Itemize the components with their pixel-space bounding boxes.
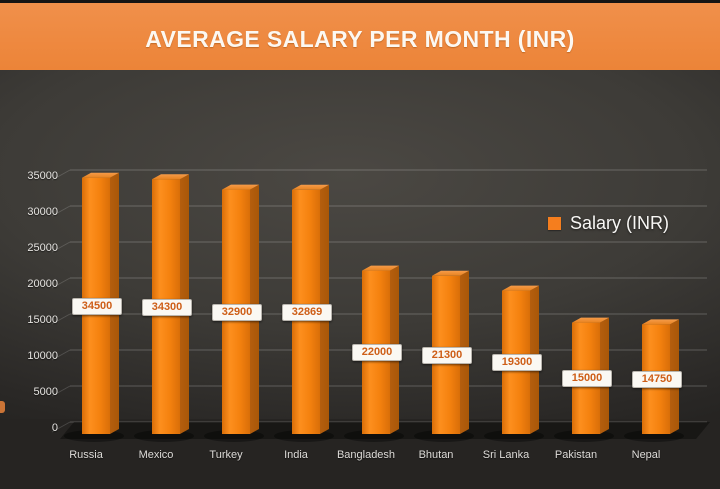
- bar-top-face: [642, 319, 679, 325]
- gridline-depth-tick: [51, 313, 71, 325]
- y-axis-tick-label: 25000: [27, 242, 58, 254]
- x-axis-category-label: Pakistan: [554, 449, 598, 461]
- bar-top-face: [222, 184, 259, 190]
- x-axis-category-label: India: [284, 449, 308, 461]
- gridline-depth-tick: [51, 205, 71, 217]
- gridline-depth-tick: [51, 241, 71, 253]
- bar-value-label: 22000: [352, 344, 402, 361]
- bar-top-face: [502, 285, 539, 291]
- y-axis-tick-label: 20000: [27, 278, 58, 290]
- y-axis-tick-label: 10000: [27, 350, 58, 362]
- x-axis-category-label: Bhutan: [418, 449, 454, 461]
- legend: Salary (INR): [548, 213, 669, 234]
- bar-top-face: [572, 317, 609, 323]
- bar-value-label: 32900: [212, 304, 262, 321]
- corner-accent: [0, 401, 5, 413]
- x-axis-category-label: Bangladesh: [336, 449, 396, 461]
- bar-top-face: [82, 172, 119, 178]
- legend-label: Salary (INR): [570, 213, 670, 233]
- gridline-depth-tick: [51, 277, 71, 289]
- bar-top-face: [152, 174, 189, 180]
- chart-canvas: [51, 169, 710, 442]
- gridline-depth-tick: [51, 169, 71, 181]
- legend-swatch-icon: [548, 217, 561, 230]
- chart-area: 0 5000 10000 15000 20000 25000 30000 35000 Russi…: [0, 70, 720, 461]
- bar-top-face: [292, 184, 329, 190]
- bar-top-face: [362, 265, 399, 271]
- bar-value-label: 19300: [492, 354, 542, 371]
- x-axis-category-label: Turkey: [209, 449, 243, 461]
- bar-value-label: 34300: [142, 299, 192, 316]
- chart-title: AVERAGE SALARY PER MONTH (INR): [145, 26, 575, 52]
- bar-value-label: 32869: [282, 304, 332, 321]
- bar-value-label: 14750: [632, 371, 682, 388]
- x-axis-category-label: Nepal: [631, 449, 661, 461]
- y-axis-tick-label: 35000: [27, 170, 58, 182]
- bar-value-label: 21300: [422, 347, 472, 364]
- y-axis-tick-label: 15000: [27, 314, 58, 326]
- slide-title-banner: AVERAGE SALARY PER MONTH (INR): [0, 0, 720, 70]
- y-axis-tick-label: 5000: [33, 386, 58, 398]
- gridline-depth-tick: [51, 349, 71, 361]
- bar-value-label: 15000: [562, 370, 612, 387]
- y-axis-tick-label: 0: [51, 422, 58, 434]
- gridline-depth-tick: [51, 385, 71, 397]
- bar-value-label: 34500: [72, 298, 122, 315]
- x-axis-category-label: Russia: [69, 449, 103, 461]
- y-axis-tick-label: 30000: [27, 206, 58, 218]
- x-axis-category-label: Mexico: [138, 449, 174, 461]
- x-axis-category-label: Sri Lanka: [482, 449, 530, 461]
- bar-top-face: [432, 270, 469, 276]
- chart-plot-layer: 0 5000 10000 15000 20000 25000 30000 35000 Russi…: [0, 70, 720, 489]
